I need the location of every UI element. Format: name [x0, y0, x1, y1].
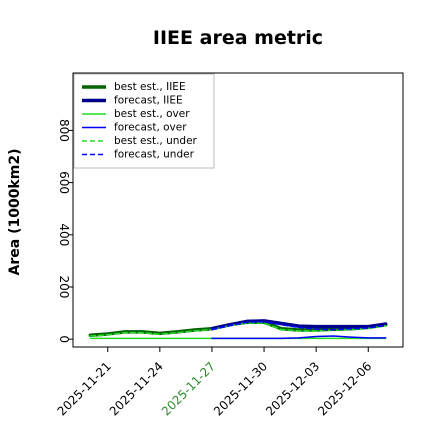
- x-tick-label: 2025-11-24: [107, 359, 166, 418]
- x-tick-label: 2025-12-06: [315, 359, 374, 418]
- chart-title: IIEE area metric: [153, 27, 323, 49]
- series-line-5: [211, 320, 387, 331]
- x-tick-label: 2025-12-03: [263, 359, 322, 418]
- y-tick-label: 0: [57, 335, 71, 343]
- series-line-3: [211, 335, 387, 340]
- x-tick-label: 2025-11-27: [159, 359, 218, 418]
- legend-box: [73, 73, 215, 169]
- y-axis-label: Area (1000km2): [7, 149, 23, 276]
- legend-label: forecast, over: [114, 122, 187, 134]
- x-tick-label: 2025-11-30: [211, 359, 270, 418]
- y-tick-label: 600: [57, 171, 71, 194]
- y-tick-label: 400: [57, 223, 71, 246]
- legend-label: forecast, IIEE: [114, 95, 183, 107]
- plot-frame: [72, 72, 404, 348]
- legend-label: best est., IIEE: [114, 81, 186, 93]
- x-tick-label: 2025-11-21: [55, 359, 114, 418]
- legend-label: best est., over: [114, 108, 190, 120]
- legend-label: best est., under: [114, 135, 198, 147]
- series-line-1: [210, 319, 388, 331]
- y-tick-label: 800: [57, 119, 71, 142]
- y-tick-label: 200: [57, 276, 71, 299]
- legend-label: forecast, under: [114, 149, 195, 161]
